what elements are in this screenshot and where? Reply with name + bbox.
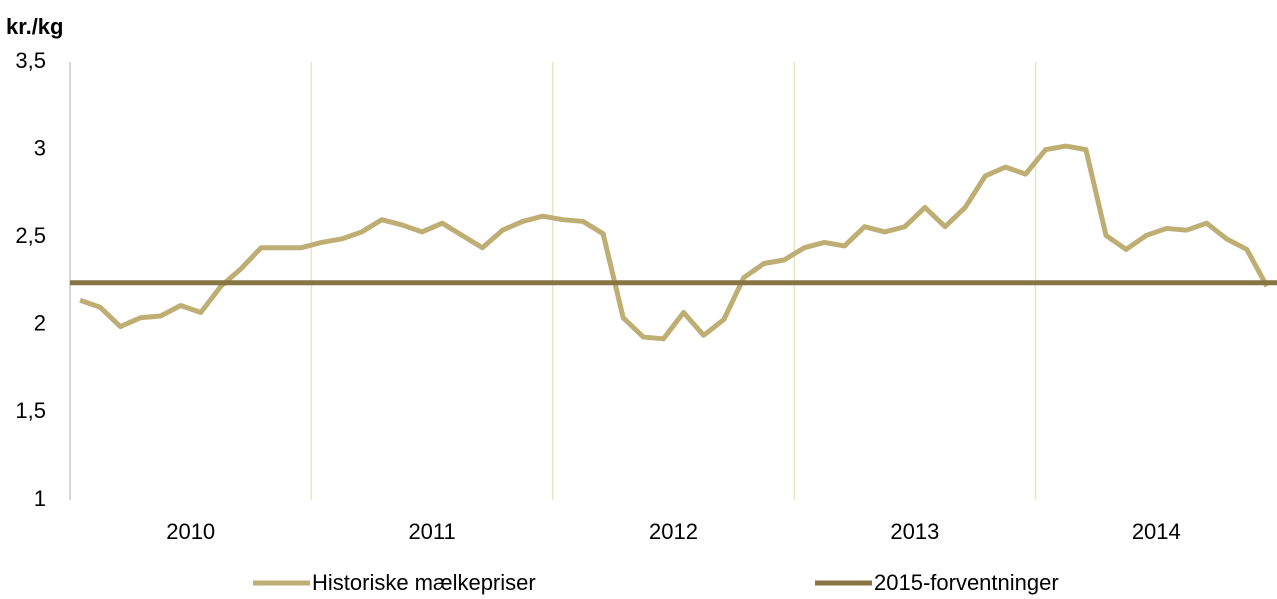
legend-label: 2015-forventninger	[874, 570, 1059, 595]
y-tick-label: 3	[34, 135, 46, 160]
x-group-label: 2011	[408, 519, 455, 544]
y-tick-label: 1	[34, 486, 46, 511]
y-tick-label: 1,5	[15, 398, 46, 423]
chart-title: kr./kg	[6, 14, 63, 39]
x-group-label: 2014	[1132, 519, 1181, 544]
y-tick-label: 2,5	[15, 223, 46, 248]
x-group-label: 2012	[649, 519, 698, 544]
legend-label: Historiske mælkepriser	[312, 570, 536, 595]
y-tick-label: 2	[34, 311, 46, 336]
data-line	[79, 143, 1270, 342]
x-group-label: 2013	[890, 519, 939, 544]
y-tick-label: 3,5	[15, 48, 46, 73]
x-group-label: 2010	[166, 519, 215, 544]
